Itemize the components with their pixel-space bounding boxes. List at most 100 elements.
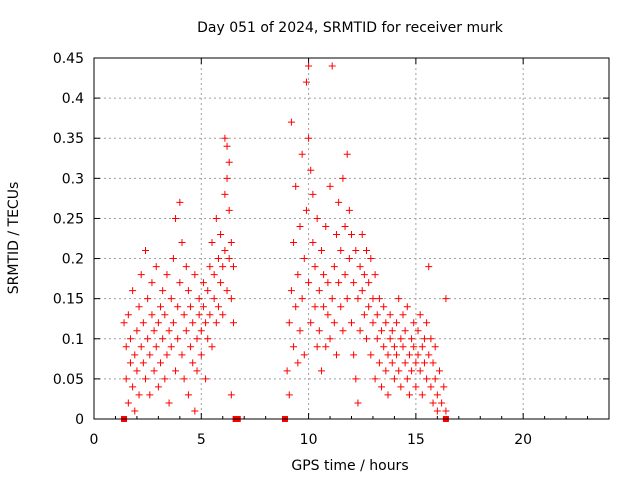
- data-point: [285, 319, 293, 327]
- data-point: [350, 279, 358, 287]
- data-point: [165, 327, 173, 335]
- data-point: [442, 295, 450, 303]
- data-point: [180, 311, 188, 319]
- data-point: [139, 319, 147, 327]
- data-point: [148, 311, 156, 319]
- plot-frame: [93, 57, 610, 420]
- data-point: [343, 150, 351, 158]
- y-tick-label: 0.45: [53, 51, 84, 67]
- data-point: [405, 351, 413, 359]
- data-point: [296, 222, 304, 230]
- data-point: [298, 150, 306, 158]
- data-point: [217, 230, 225, 238]
- data-point: [332, 351, 340, 359]
- data-point: [384, 391, 392, 399]
- data-point: [317, 247, 325, 255]
- data-point: [142, 247, 149, 255]
- data-point: [332, 230, 340, 238]
- x-tick-label: 20: [514, 432, 532, 448]
- data-point: [221, 134, 229, 142]
- data-point: [410, 343, 418, 351]
- data-point: [187, 303, 195, 311]
- data-point: [212, 319, 220, 327]
- data-point: [131, 407, 139, 415]
- data-point: [148, 279, 156, 287]
- data-point: [337, 247, 345, 255]
- data-point: [131, 351, 139, 359]
- data-point: [373, 335, 381, 343]
- data-point: [371, 271, 379, 279]
- data-point: [178, 351, 186, 359]
- data-point: [202, 375, 210, 383]
- data-point: [433, 391, 441, 399]
- y-tick-label: 0.25: [53, 211, 84, 227]
- data-point: [356, 327, 364, 335]
- data-point: [408, 335, 416, 343]
- data-point: [401, 327, 409, 335]
- data-point: [395, 295, 403, 303]
- data-point: [335, 198, 343, 206]
- data-point: [296, 327, 304, 335]
- data-point: [129, 287, 137, 295]
- data-point: [144, 295, 152, 303]
- data-point: [176, 198, 184, 206]
- data-point: [440, 383, 448, 391]
- y-tick-label: 0.15: [53, 292, 84, 308]
- data-point: [352, 247, 360, 255]
- data-point: [399, 311, 407, 319]
- data-point: [174, 303, 182, 311]
- data-point: [290, 343, 298, 351]
- data-point: [420, 335, 428, 343]
- data-point: [343, 295, 351, 303]
- data-point: [378, 327, 386, 335]
- data-point: [365, 279, 373, 287]
- data-point: [161, 311, 169, 319]
- data-point: [423, 375, 431, 383]
- data-point: [339, 174, 347, 182]
- data-point: [307, 319, 315, 327]
- data-point: [369, 295, 377, 303]
- data-point: [229, 319, 237, 327]
- data-point: [305, 134, 313, 142]
- y-tick-label: 0.4: [62, 91, 84, 107]
- data-point: [142, 375, 149, 383]
- data-point: [390, 375, 398, 383]
- data-point: [195, 311, 203, 319]
- data-point: [208, 343, 216, 351]
- data-point: [193, 367, 201, 375]
- y-tick-label: 0.2: [62, 252, 84, 268]
- data-point: [427, 335, 435, 343]
- data-point: [322, 343, 330, 351]
- data-point: [199, 279, 207, 287]
- data-point: [429, 399, 437, 407]
- data-point: [380, 343, 388, 351]
- data-point: [227, 295, 235, 303]
- data-point: [382, 319, 390, 327]
- data-point: [309, 190, 317, 198]
- data-point: [305, 279, 313, 287]
- data-point: [294, 359, 302, 367]
- data-point: [176, 279, 184, 287]
- data-point: [388, 359, 396, 367]
- data-point: [227, 391, 235, 399]
- data-point: [163, 351, 171, 359]
- data-point: [135, 391, 143, 399]
- data-point: [393, 351, 401, 359]
- data-point: [341, 271, 349, 279]
- data-point: [152, 263, 160, 271]
- data-point: [365, 303, 373, 311]
- data-point: [189, 359, 197, 367]
- data-point: [358, 287, 366, 295]
- data-point: [150, 367, 158, 375]
- points-layer: [120, 62, 450, 422]
- data-point: [191, 271, 199, 279]
- data-point: [287, 118, 295, 126]
- data-point: [165, 399, 173, 407]
- x-tick-label: 15: [407, 432, 425, 448]
- data-point: [122, 343, 130, 351]
- data-point: [159, 335, 167, 343]
- data-point: [405, 391, 413, 399]
- data-point: [386, 335, 394, 343]
- data-point: [429, 359, 437, 367]
- data-point: [423, 319, 431, 327]
